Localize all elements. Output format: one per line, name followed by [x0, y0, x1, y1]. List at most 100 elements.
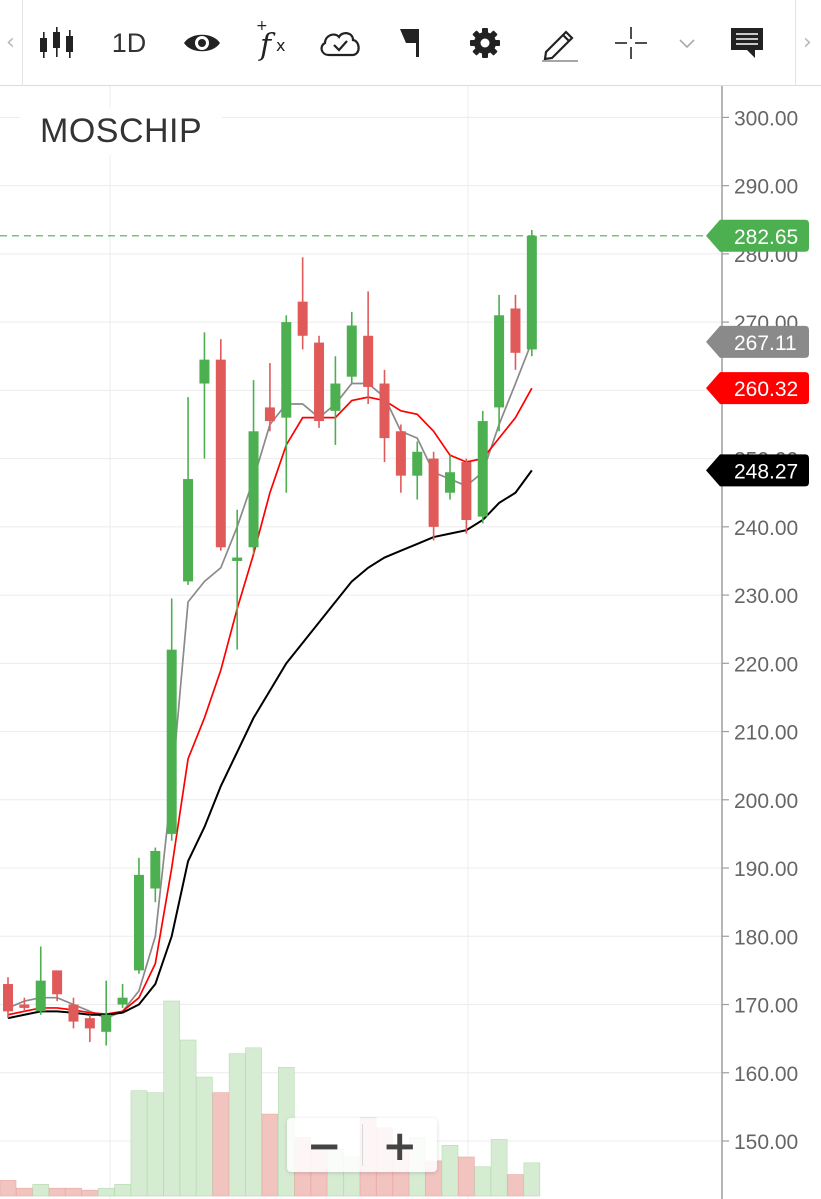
candle-body [215, 359, 226, 548]
price-label [706, 454, 809, 487]
candle-body [166, 649, 177, 834]
comment-icon[interactable] [720, 16, 774, 70]
candle-body [297, 301, 308, 336]
volume-bar [130, 1090, 148, 1197]
flag-icon[interactable] [387, 16, 441, 70]
candle-body [494, 315, 505, 408]
chevron-right-icon[interactable]: › [803, 30, 812, 55]
candle-body [526, 235, 537, 350]
candle-body [379, 383, 390, 439]
candle-body [346, 325, 357, 377]
candle-body [428, 458, 439, 527]
zoom-out-button[interactable]: − [306, 1120, 342, 1170]
volume-bar [458, 1156, 475, 1197]
axis-tick-label: 150.00 [734, 1131, 798, 1154]
candle-body [3, 984, 13, 1012]
candle-body [35, 980, 46, 1012]
gear-icon[interactable] [458, 16, 512, 70]
volume-bar [228, 1053, 246, 1197]
candle-body [444, 472, 455, 493]
zoom-controls: − + [287, 1118, 437, 1172]
interval-selector[interactable]: 1D [102, 16, 156, 70]
chart-area[interactable]: 300.00290.00280.00270.00260.00250.00240.… [0, 86, 821, 1199]
volume-bar [441, 1145, 459, 1197]
function-icon[interactable]: + f x [243, 16, 297, 70]
volume-bar [0, 1180, 17, 1197]
toolbar-divider [22, 0, 23, 86]
candle-body [477, 421, 488, 517]
axis-tick-label: 200.00 [734, 790, 798, 813]
axis-tick-label: 160.00 [734, 1063, 798, 1086]
price-label-text: 282.65 [734, 226, 798, 249]
candle-body [395, 431, 406, 476]
price-label [706, 372, 809, 405]
volume-bar [261, 1113, 279, 1197]
chevron-left-icon[interactable]: ‹ [6, 30, 15, 55]
volume-bar [245, 1047, 262, 1197]
symbol-label: MOSCHIP [20, 108, 223, 155]
candle-body [133, 874, 144, 971]
volume-bar [179, 1039, 197, 1197]
price-chart[interactable]: 300.00290.00280.00270.00260.00250.00240.… [0, 86, 821, 1199]
volume-bar [97, 1187, 115, 1197]
chevron-down-icon[interactable] [660, 16, 714, 70]
zoom-in-button[interactable]: + [382, 1120, 418, 1170]
crosshair-icon[interactable] [604, 16, 658, 70]
volume-bar [114, 1184, 131, 1197]
price-label-text: 267.11 [734, 332, 797, 355]
axis-tick-label: 210.00 [734, 722, 798, 745]
volume-bar [16, 1187, 33, 1197]
volume-bar [65, 1187, 82, 1197]
price-axis [723, 86, 821, 1199]
price-label-text: 260.32 [734, 378, 798, 401]
axis-tick-label: 170.00 [734, 995, 798, 1018]
interval-label: 1D [111, 27, 147, 58]
axis-tick-label: 180.00 [734, 926, 798, 949]
candle-body [150, 850, 161, 889]
volume-bar [48, 1187, 66, 1197]
volume-bar [81, 1189, 99, 1197]
volume-bar [147, 1092, 164, 1197]
axis-tick-label: 240.00 [734, 517, 798, 540]
moving-average-line [7, 341, 533, 1020]
volume-bar [163, 1000, 180, 1197]
candle-body [330, 383, 341, 411]
candle-body [510, 308, 521, 353]
svg-text:f: f [258, 28, 276, 63]
candle-body [412, 451, 423, 476]
axis-tick-label: 230.00 [734, 585, 798, 608]
volume-bar [523, 1162, 541, 1197]
zoom-divider [361, 1124, 363, 1166]
candle-body [68, 1004, 79, 1022]
eye-icon[interactable] [175, 16, 229, 70]
candlestick-icon[interactable] [30, 16, 84, 70]
axis-tick-label: 220.00 [734, 653, 798, 676]
candle-body [363, 335, 374, 387]
axis-tick-label: 190.00 [734, 858, 798, 881]
axis-tick-label: 290.00 [734, 176, 798, 199]
volume-bar [212, 1092, 230, 1197]
candle-body [117, 997, 128, 1005]
chart-toolbar: ‹ 1D + f x [0, 0, 821, 86]
candle-body [281, 322, 292, 418]
candle-body [232, 557, 243, 561]
pencil-icon[interactable] [533, 16, 587, 70]
svg-text:+: + [256, 21, 268, 34]
price-label [706, 325, 809, 358]
volume-bar [32, 1184, 50, 1197]
candle-body [248, 431, 259, 548]
moving-average-line [7, 387, 533, 1016]
svg-text:x: x [276, 36, 285, 55]
candle-body [199, 359, 210, 384]
cloud-icon[interactable] [313, 16, 367, 70]
candle-body [183, 479, 194, 582]
candle-body [461, 462, 472, 521]
axis-tick-label: 300.00 [734, 107, 798, 130]
volume-bar [490, 1139, 508, 1197]
candle-body [84, 1018, 95, 1029]
price-label [706, 219, 809, 252]
candle-body [264, 407, 275, 422]
candle-body [52, 970, 63, 995]
candle-body [19, 1004, 30, 1008]
volume-bar [196, 1076, 213, 1197]
